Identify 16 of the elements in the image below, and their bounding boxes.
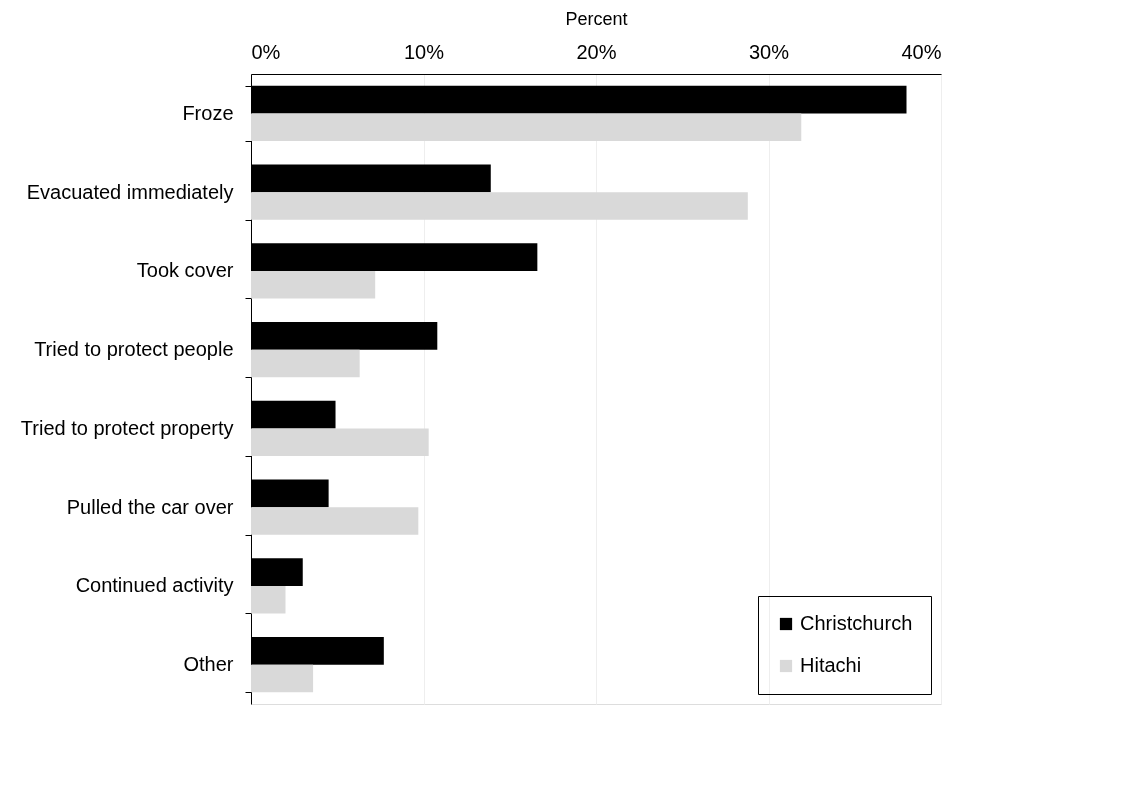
y-tick-label: Evacuated immediately xyxy=(26,180,234,203)
y-tick-label: Continued activity xyxy=(75,574,234,597)
y-tick-label: Froze xyxy=(182,101,234,124)
x-tick-label: 20% xyxy=(576,40,617,63)
y-tick-label: Pulled the car over xyxy=(66,495,234,518)
x-tick-label: 0% xyxy=(251,40,281,63)
y-tick-label: Tried to protect property xyxy=(20,416,234,439)
y-tick-label: Other xyxy=(183,653,234,676)
x-tick-label: 40% xyxy=(901,40,942,63)
x-tick-label: 10% xyxy=(403,40,445,63)
legend-label: Hitachi xyxy=(800,654,862,676)
y-tick-label: Tried to protect people xyxy=(34,338,234,361)
x-tick-label: 30% xyxy=(748,40,790,63)
legend-label: Christchurch xyxy=(800,612,913,634)
x-axis-title: Percent xyxy=(565,8,628,29)
y-tick-label: Took cover xyxy=(136,259,234,282)
